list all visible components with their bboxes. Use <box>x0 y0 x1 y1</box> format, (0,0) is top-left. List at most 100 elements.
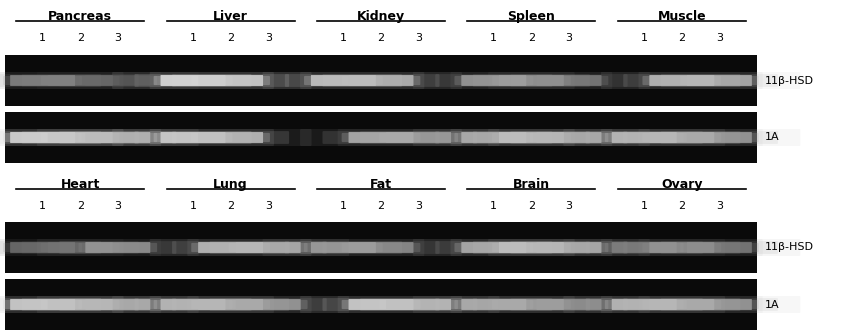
FancyBboxPatch shape <box>499 75 564 86</box>
FancyBboxPatch shape <box>488 129 650 146</box>
FancyBboxPatch shape <box>3 300 82 309</box>
FancyBboxPatch shape <box>40 76 120 85</box>
FancyBboxPatch shape <box>300 72 462 89</box>
Text: 1A: 1A <box>765 133 780 143</box>
FancyBboxPatch shape <box>37 129 199 146</box>
Text: 1: 1 <box>340 201 347 211</box>
FancyBboxPatch shape <box>461 299 526 310</box>
FancyBboxPatch shape <box>473 74 590 87</box>
FancyBboxPatch shape <box>638 296 801 313</box>
FancyBboxPatch shape <box>285 241 402 254</box>
Text: 3: 3 <box>265 33 272 43</box>
FancyBboxPatch shape <box>154 76 232 85</box>
Text: 3: 3 <box>114 33 121 43</box>
Text: 2: 2 <box>227 201 234 211</box>
FancyBboxPatch shape <box>134 298 251 311</box>
FancyBboxPatch shape <box>78 243 157 252</box>
FancyBboxPatch shape <box>40 133 120 142</box>
Bar <box>5 55 757 106</box>
FancyBboxPatch shape <box>10 132 75 143</box>
FancyBboxPatch shape <box>379 300 458 309</box>
FancyBboxPatch shape <box>642 243 722 252</box>
FancyBboxPatch shape <box>601 296 763 313</box>
FancyBboxPatch shape <box>22 131 138 144</box>
FancyBboxPatch shape <box>3 243 82 252</box>
FancyBboxPatch shape <box>348 299 414 310</box>
FancyBboxPatch shape <box>680 243 759 252</box>
FancyBboxPatch shape <box>649 75 715 86</box>
FancyBboxPatch shape <box>150 239 311 256</box>
Text: Kidney: Kidney <box>357 10 405 23</box>
Text: Spleen: Spleen <box>507 10 556 23</box>
FancyBboxPatch shape <box>530 76 608 85</box>
FancyBboxPatch shape <box>413 239 574 256</box>
FancyBboxPatch shape <box>687 132 752 143</box>
FancyBboxPatch shape <box>172 298 289 311</box>
FancyBboxPatch shape <box>511 131 628 144</box>
FancyBboxPatch shape <box>624 131 740 144</box>
FancyBboxPatch shape <box>48 299 113 310</box>
FancyBboxPatch shape <box>537 132 601 143</box>
FancyBboxPatch shape <box>642 133 722 142</box>
FancyBboxPatch shape <box>229 300 308 309</box>
FancyBboxPatch shape <box>492 133 571 142</box>
FancyBboxPatch shape <box>78 300 157 309</box>
FancyBboxPatch shape <box>586 298 703 311</box>
FancyBboxPatch shape <box>187 296 349 313</box>
FancyBboxPatch shape <box>454 133 533 142</box>
Text: 11β-HSD: 11β-HSD <box>765 242 814 253</box>
FancyBboxPatch shape <box>300 239 462 256</box>
FancyBboxPatch shape <box>236 299 301 310</box>
Text: 3: 3 <box>265 201 272 211</box>
FancyBboxPatch shape <box>454 76 533 85</box>
FancyBboxPatch shape <box>304 76 383 85</box>
Text: Ovary: Ovary <box>661 178 703 191</box>
FancyBboxPatch shape <box>134 131 251 144</box>
FancyBboxPatch shape <box>563 296 725 313</box>
FancyBboxPatch shape <box>59 241 176 254</box>
Text: 3: 3 <box>566 201 573 211</box>
FancyBboxPatch shape <box>413 129 574 146</box>
FancyBboxPatch shape <box>680 133 759 142</box>
FancyBboxPatch shape <box>40 243 120 252</box>
Text: Muscle: Muscle <box>658 10 706 23</box>
Text: 3: 3 <box>415 201 422 211</box>
Text: 1: 1 <box>39 33 46 43</box>
FancyBboxPatch shape <box>0 131 101 144</box>
FancyBboxPatch shape <box>386 299 451 310</box>
FancyBboxPatch shape <box>563 129 725 146</box>
FancyBboxPatch shape <box>10 242 75 253</box>
FancyBboxPatch shape <box>530 243 608 252</box>
FancyBboxPatch shape <box>37 296 199 313</box>
Text: 1: 1 <box>39 201 46 211</box>
FancyBboxPatch shape <box>112 296 273 313</box>
FancyBboxPatch shape <box>499 299 564 310</box>
FancyBboxPatch shape <box>624 74 740 87</box>
FancyBboxPatch shape <box>48 132 113 143</box>
FancyBboxPatch shape <box>341 300 421 309</box>
FancyBboxPatch shape <box>172 74 289 87</box>
Text: 3: 3 <box>716 201 723 211</box>
FancyBboxPatch shape <box>311 75 376 86</box>
FancyBboxPatch shape <box>360 298 477 311</box>
FancyBboxPatch shape <box>3 76 82 85</box>
FancyBboxPatch shape <box>435 74 552 87</box>
FancyBboxPatch shape <box>0 129 124 146</box>
FancyBboxPatch shape <box>492 243 571 252</box>
FancyBboxPatch shape <box>611 299 677 310</box>
FancyBboxPatch shape <box>348 75 414 86</box>
FancyBboxPatch shape <box>0 129 161 146</box>
FancyBboxPatch shape <box>187 239 349 256</box>
Text: 2: 2 <box>77 33 83 43</box>
FancyBboxPatch shape <box>0 239 161 256</box>
FancyBboxPatch shape <box>499 242 564 253</box>
FancyBboxPatch shape <box>473 241 590 254</box>
FancyBboxPatch shape <box>488 239 650 256</box>
FancyBboxPatch shape <box>624 241 740 254</box>
FancyBboxPatch shape <box>59 131 176 144</box>
FancyBboxPatch shape <box>338 129 500 146</box>
FancyBboxPatch shape <box>649 132 715 143</box>
Text: 3: 3 <box>566 33 573 43</box>
FancyBboxPatch shape <box>649 299 715 310</box>
FancyBboxPatch shape <box>3 133 82 142</box>
